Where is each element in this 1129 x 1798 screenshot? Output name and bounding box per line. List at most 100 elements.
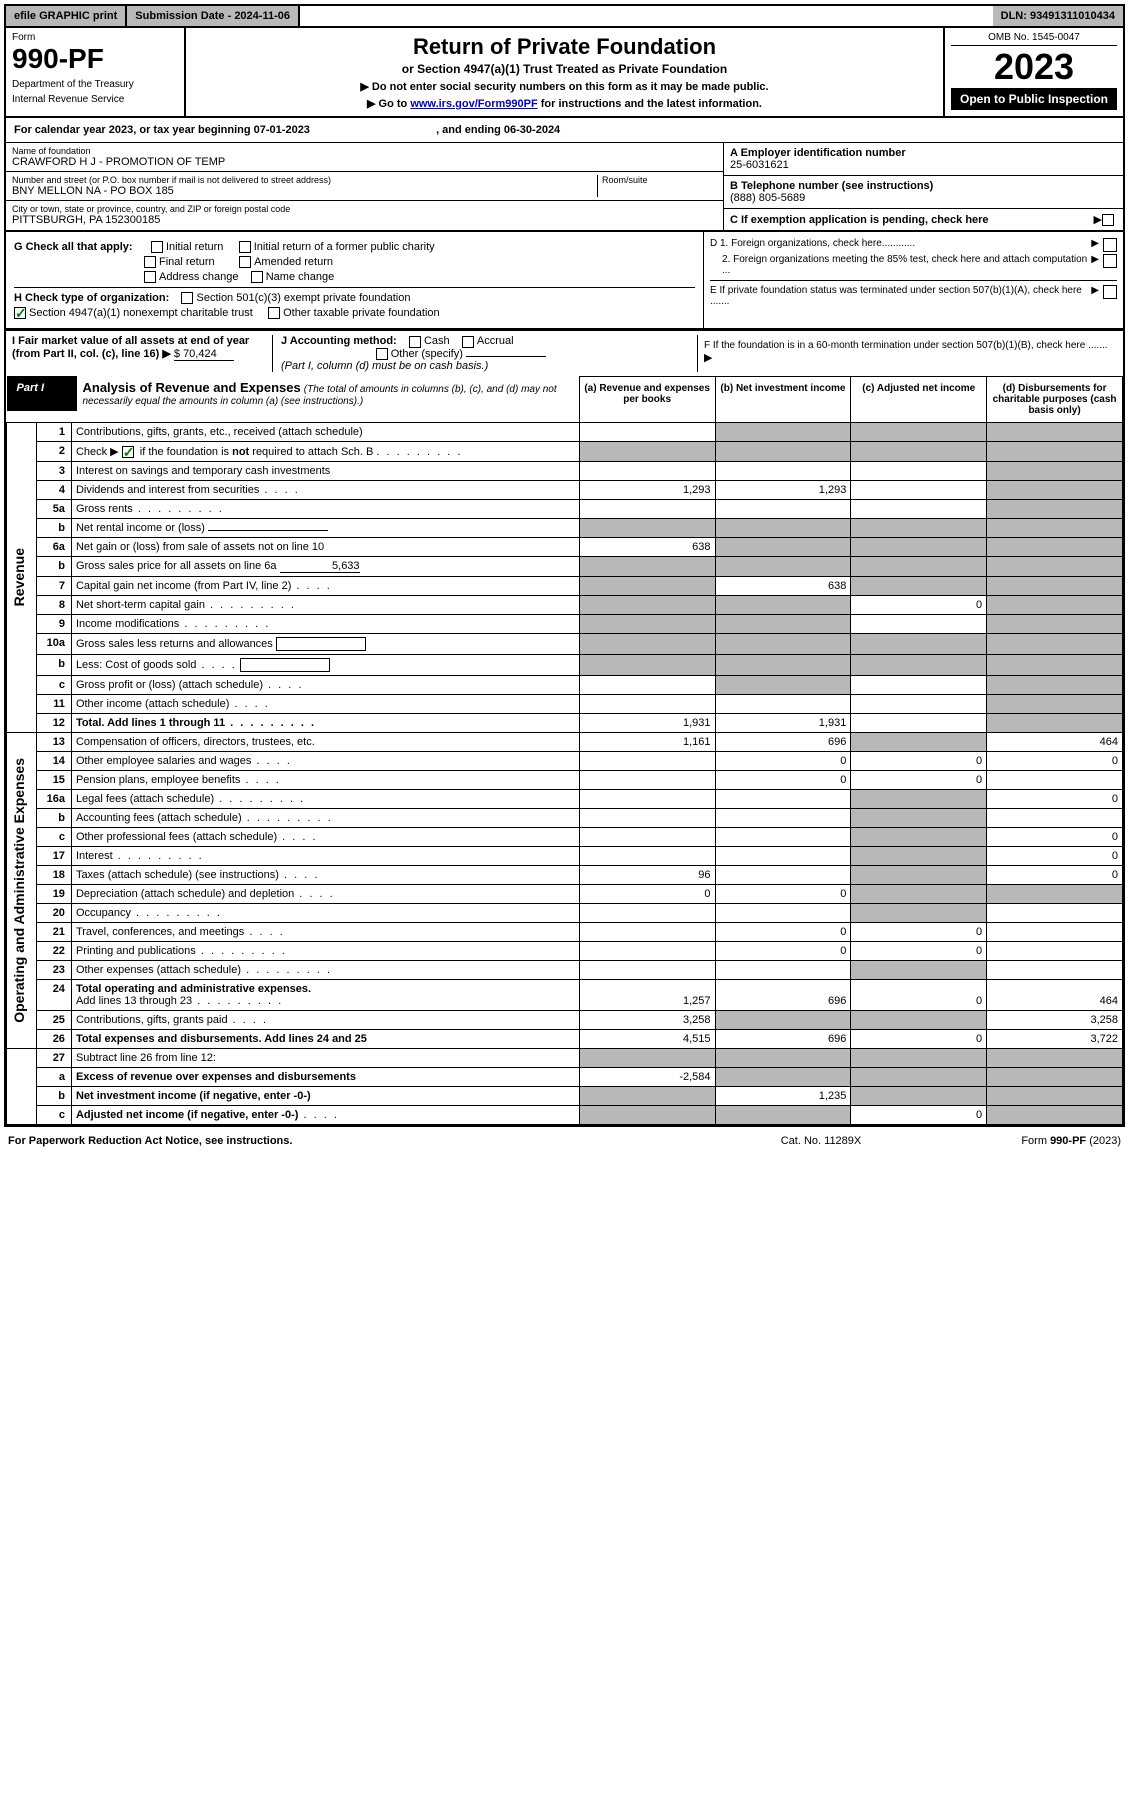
r10a-box[interactable] bbox=[276, 637, 366, 651]
table-row: b Net investment income (if negative, en… bbox=[7, 1086, 1123, 1105]
dept-irs: Internal Revenue Service bbox=[12, 94, 178, 105]
cell: 638 bbox=[579, 537, 715, 556]
g-row3: Address change Name change bbox=[14, 271, 695, 283]
cell: 0 bbox=[851, 595, 987, 614]
cell-shaded bbox=[851, 960, 987, 979]
d1-checkbox[interactable] bbox=[1103, 238, 1117, 252]
dots bbox=[192, 995, 283, 1007]
phone-value: (888) 805-5689 bbox=[730, 192, 1117, 204]
g5-label: Address change bbox=[159, 271, 239, 283]
h-label: H Check type of organization: bbox=[14, 292, 169, 304]
line-desc: Printing and publications bbox=[71, 941, 579, 960]
table-row: 23 Other expenses (attach schedule) bbox=[7, 960, 1123, 979]
h-row: H Check type of organization: Section 50… bbox=[14, 287, 695, 304]
checks-right: D 1. Foreign organizations, check here..… bbox=[703, 232, 1123, 328]
street-address: BNY MELLON NA - PO BOX 185 bbox=[12, 185, 597, 197]
cell-shaded bbox=[579, 614, 715, 633]
e-checkbox[interactable] bbox=[1103, 285, 1117, 299]
cell bbox=[715, 960, 851, 979]
dots bbox=[291, 580, 331, 592]
cell bbox=[579, 846, 715, 865]
cell bbox=[851, 713, 987, 732]
r11-text: Other income (attach schedule) bbox=[76, 698, 229, 710]
d2-row: 2. Foreign organizations meeting the 85%… bbox=[710, 254, 1117, 276]
address-change-checkbox[interactable] bbox=[144, 271, 156, 283]
dots bbox=[214, 793, 305, 805]
cell-shaded bbox=[987, 713, 1123, 732]
page-footer: For Paperwork Reduction Act Notice, see … bbox=[0, 1131, 1129, 1151]
cash-checkbox[interactable] bbox=[409, 336, 421, 348]
amended-return-checkbox[interactable] bbox=[239, 256, 251, 268]
schb-checkbox[interactable] bbox=[122, 446, 134, 458]
cell-shaded bbox=[579, 441, 715, 461]
r8-text: Net short-term capital gain bbox=[76, 599, 205, 611]
line-desc: Total expenses and disbursements. Add li… bbox=[71, 1029, 579, 1048]
exemption-checkbox[interactable] bbox=[1102, 214, 1114, 226]
accrual-checkbox[interactable] bbox=[462, 336, 474, 348]
cell: -2,584 bbox=[579, 1067, 715, 1086]
cell: 96 bbox=[579, 865, 715, 884]
cell bbox=[579, 827, 715, 846]
dots bbox=[242, 812, 333, 824]
initial-former-checkbox[interactable] bbox=[239, 241, 251, 253]
other-method-checkbox[interactable] bbox=[376, 348, 388, 360]
cell bbox=[851, 675, 987, 694]
r4-text: Dividends and interest from securities bbox=[76, 484, 259, 496]
cell: 0 bbox=[715, 941, 851, 960]
cell: 696 bbox=[715, 1029, 851, 1048]
footer-center: Cat. No. 11289X bbox=[721, 1135, 921, 1147]
g-label: G Check all that apply: bbox=[14, 241, 133, 253]
r25-text: Contributions, gifts, grants paid bbox=[76, 1014, 228, 1026]
d2-checkbox[interactable] bbox=[1103, 254, 1117, 268]
entity-name-row: Name of foundation CRAWFORD H J - PROMOT… bbox=[6, 143, 723, 172]
table-row: 6a Net gain or (loss) from sale of asset… bbox=[7, 537, 1123, 556]
dots bbox=[225, 717, 316, 729]
cell-shaded bbox=[987, 614, 1123, 633]
cell bbox=[579, 941, 715, 960]
cell-shaded bbox=[987, 480, 1123, 499]
cell bbox=[715, 827, 851, 846]
header-left: Form 990-PF Department of the Treasury I… bbox=[6, 28, 186, 116]
other-specify-field[interactable] bbox=[466, 356, 546, 357]
phone-row: B Telephone number (see instructions) (8… bbox=[724, 176, 1123, 209]
fmv-left: I Fair market value of all assets at end… bbox=[12, 335, 272, 371]
table-row: c Adjusted net income (if negative, ente… bbox=[7, 1105, 1123, 1124]
r5b-field[interactable] bbox=[208, 530, 328, 531]
line-desc: Income modifications bbox=[71, 614, 579, 633]
table-row: 19 Depreciation (attach schedule) and de… bbox=[7, 884, 1123, 903]
cell-shaded bbox=[987, 1086, 1123, 1105]
dots bbox=[228, 1014, 268, 1026]
cell-shaded bbox=[987, 499, 1123, 518]
line-num: 21 bbox=[36, 922, 71, 941]
final-return-checkbox[interactable] bbox=[144, 256, 156, 268]
dots bbox=[205, 599, 296, 611]
cell bbox=[851, 480, 987, 499]
cell-shaded bbox=[579, 633, 715, 654]
cell-shaded bbox=[851, 903, 987, 922]
name-change-checkbox[interactable] bbox=[251, 271, 263, 283]
line-num: 19 bbox=[36, 884, 71, 903]
dots bbox=[279, 869, 319, 881]
cell bbox=[579, 751, 715, 770]
other-taxable-checkbox[interactable] bbox=[268, 307, 280, 319]
irs-link[interactable]: www.irs.gov/Form990PF bbox=[410, 98, 537, 110]
g4-label: Amended return bbox=[254, 256, 333, 268]
line-desc: Less: Cost of goods sold bbox=[71, 654, 579, 675]
part1-header-row: Part I Analysis of Revenue and Expenses … bbox=[7, 376, 1123, 422]
note-link-pre: ▶ Go to bbox=[367, 98, 410, 110]
part-title: Analysis of Revenue and Expenses bbox=[83, 380, 301, 395]
cell-shaded bbox=[851, 827, 987, 846]
r9-text: Income modifications bbox=[76, 618, 179, 630]
501c3-checkbox[interactable] bbox=[181, 292, 193, 304]
r10b-box[interactable] bbox=[240, 658, 330, 672]
cell-shaded bbox=[851, 789, 987, 808]
line-num: 2 bbox=[36, 441, 71, 461]
cell bbox=[987, 960, 1123, 979]
cell bbox=[715, 789, 851, 808]
initial-return-checkbox[interactable] bbox=[151, 241, 163, 253]
dots bbox=[196, 659, 236, 671]
4947a1-checkbox[interactable] bbox=[14, 307, 26, 319]
line-desc: Net investment income (if negative, ente… bbox=[71, 1086, 579, 1105]
cell: 3,258 bbox=[987, 1010, 1123, 1029]
table-row: 24 Total operating and administrative ex… bbox=[7, 979, 1123, 1010]
